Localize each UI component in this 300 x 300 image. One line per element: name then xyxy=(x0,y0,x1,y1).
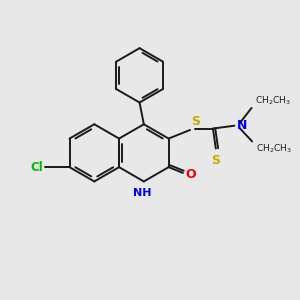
Text: NH: NH xyxy=(133,188,152,198)
Text: S: S xyxy=(211,154,220,167)
Text: CH$_2$CH$_3$: CH$_2$CH$_3$ xyxy=(255,94,291,106)
Text: CH$_2$CH$_3$: CH$_2$CH$_3$ xyxy=(256,143,292,155)
Text: O: O xyxy=(186,168,196,181)
Text: Cl: Cl xyxy=(30,161,43,174)
Text: N: N xyxy=(237,119,247,132)
Text: S: S xyxy=(191,115,200,128)
